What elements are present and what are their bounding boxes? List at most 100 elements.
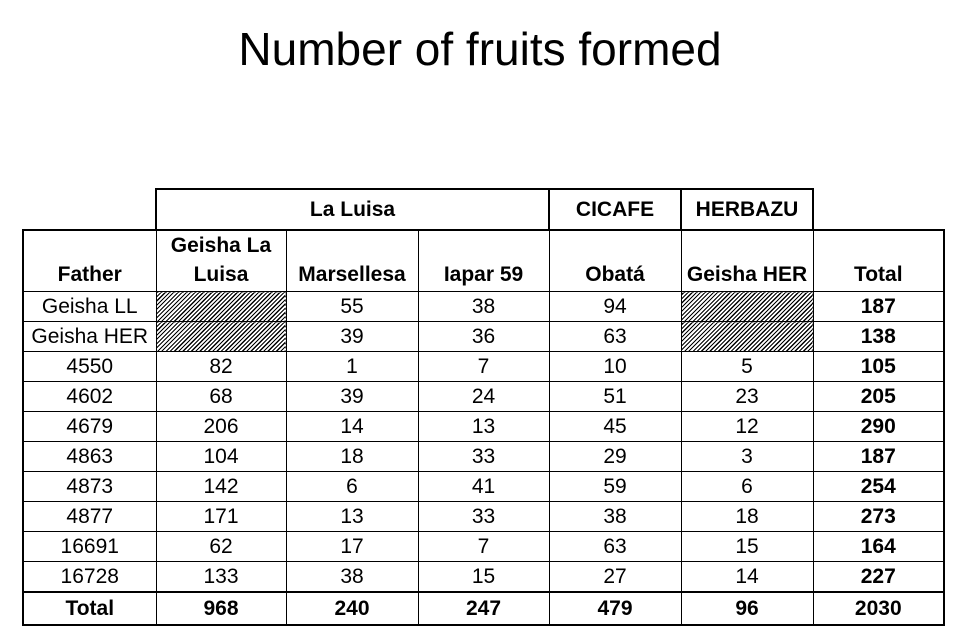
cell-father: 4873 bbox=[22, 471, 157, 502]
cell-total: 187 bbox=[812, 441, 946, 472]
cell-marsellesa: 55 bbox=[285, 291, 419, 322]
total-obata: 479 bbox=[548, 591, 682, 626]
total-label: Total bbox=[22, 591, 157, 626]
cell-total: 138 bbox=[812, 321, 946, 352]
cell-obata: 29 bbox=[548, 441, 682, 472]
cell-total: 254 bbox=[812, 471, 946, 502]
cell-geisha-her: 15 bbox=[680, 531, 814, 562]
cell-marsellesa: 17 bbox=[285, 531, 419, 562]
cell-father: 4679 bbox=[22, 411, 157, 442]
fruits-table: La Luisa CICAFE HERBAZU Father Geisha La… bbox=[22, 188, 946, 626]
cell-geisha-la-luisa-hatched bbox=[155, 291, 287, 322]
table-row: 16728 133 38 15 27 14 227 bbox=[22, 561, 946, 593]
cell-father: 4602 bbox=[22, 381, 157, 412]
cell-iapar-59: 15 bbox=[417, 561, 550, 593]
cell-geisha-la-luisa: 62 bbox=[155, 531, 287, 562]
group-la-luisa: La Luisa bbox=[154, 188, 551, 231]
cell-geisha-her: 14 bbox=[680, 561, 814, 593]
total-iapar-59: 247 bbox=[417, 591, 550, 626]
cell-obata: 38 bbox=[548, 501, 682, 532]
cell-iapar-59: 7 bbox=[417, 351, 550, 382]
cell-marsellesa: 38 bbox=[285, 561, 419, 593]
table-row: 4863 104 18 33 29 3 187 bbox=[22, 441, 946, 472]
cell-obata: 63 bbox=[548, 321, 682, 352]
cell-geisha-her: 18 bbox=[680, 501, 814, 532]
cell-geisha-la-luisa: 171 bbox=[155, 501, 287, 532]
cell-geisha-her-hatched bbox=[680, 321, 814, 352]
cell-total: 105 bbox=[812, 351, 946, 382]
cell-obata: 45 bbox=[548, 411, 682, 442]
cell-total: 273 bbox=[812, 501, 946, 532]
cell-marsellesa: 14 bbox=[285, 411, 419, 442]
total-geisha-la-luisa: 968 bbox=[155, 591, 287, 626]
cell-father: 4877 bbox=[22, 501, 157, 532]
cell-obata: 51 bbox=[548, 381, 682, 412]
column-header-row: Father Geisha La Luisa Marsellesa Iapar … bbox=[22, 229, 946, 292]
cell-iapar-59: 33 bbox=[417, 501, 550, 532]
cell-father: Geisha LL bbox=[22, 291, 157, 322]
cell-father: Geisha HER bbox=[22, 321, 157, 352]
table-row: 16691 62 17 7 63 15 164 bbox=[22, 531, 946, 562]
cell-iapar-59: 24 bbox=[417, 381, 550, 412]
cell-total: 290 bbox=[812, 411, 946, 442]
cell-geisha-la-luisa: 68 bbox=[155, 381, 287, 412]
cell-obata: 59 bbox=[548, 471, 682, 502]
cell-geisha-la-luisa: 82 bbox=[155, 351, 287, 382]
group-header-blank bbox=[23, 189, 156, 230]
header-geisha-her: Geisha HER bbox=[680, 229, 814, 292]
cell-geisha-her-hatched bbox=[680, 291, 814, 322]
total-total: 2030 bbox=[812, 591, 946, 626]
header-total: Total bbox=[812, 229, 946, 292]
cell-total: 227 bbox=[812, 561, 946, 593]
header-iapar-59: Iapar 59 bbox=[417, 229, 550, 292]
header-obata: Obatá bbox=[548, 229, 682, 292]
cell-total: 164 bbox=[812, 531, 946, 562]
cell-iapar-59: 41 bbox=[417, 471, 550, 502]
total-marsellesa: 240 bbox=[285, 591, 419, 626]
cell-iapar-59: 36 bbox=[417, 321, 550, 352]
cell-marsellesa: 18 bbox=[285, 441, 419, 472]
table-row: 4550 82 1 7 10 5 105 bbox=[22, 351, 946, 382]
group-herbazu: HERBAZU bbox=[680, 188, 815, 231]
table-row: Geisha HER 39 36 63 138 bbox=[22, 321, 946, 352]
group-header-row: La Luisa CICAFE HERBAZU bbox=[23, 188, 944, 231]
cell-father: 16728 bbox=[22, 561, 157, 593]
total-geisha-her: 96 bbox=[680, 591, 814, 626]
cell-iapar-59: 38 bbox=[417, 291, 550, 322]
cell-total: 187 bbox=[812, 291, 946, 322]
cell-marsellesa: 39 bbox=[285, 381, 419, 412]
cell-obata: 27 bbox=[548, 561, 682, 593]
cell-geisha-la-luisa: 133 bbox=[155, 561, 287, 593]
header-father: Father bbox=[22, 229, 157, 292]
group-cicafe: CICAFE bbox=[548, 188, 683, 231]
header-geisha-la-luisa: Geisha La Luisa bbox=[155, 229, 287, 292]
cell-geisha-her: 23 bbox=[680, 381, 814, 412]
cell-marsellesa: 13 bbox=[285, 501, 419, 532]
cell-geisha-her: 5 bbox=[680, 351, 814, 382]
table-row: Geisha LL 55 38 94 187 bbox=[22, 291, 946, 322]
cell-marsellesa: 39 bbox=[285, 321, 419, 352]
total-row: Total 968 240 247 479 96 2030 bbox=[22, 591, 946, 626]
cell-geisha-her: 12 bbox=[680, 411, 814, 442]
cell-geisha-la-luisa-hatched bbox=[155, 321, 287, 352]
table-row: 4873 142 6 41 59 6 254 bbox=[22, 471, 946, 502]
cell-iapar-59: 7 bbox=[417, 531, 550, 562]
cell-total: 205 bbox=[812, 381, 946, 412]
cell-marsellesa: 1 bbox=[285, 351, 419, 382]
table-row: 4679 206 14 13 45 12 290 bbox=[22, 411, 946, 442]
cell-geisha-la-luisa: 104 bbox=[155, 441, 287, 472]
cell-obata: 94 bbox=[548, 291, 682, 322]
cell-geisha-her: 6 bbox=[680, 471, 814, 502]
header-marsellesa: Marsellesa bbox=[285, 229, 419, 292]
cell-father: 4550 bbox=[22, 351, 157, 382]
cell-geisha-la-luisa: 142 bbox=[155, 471, 287, 502]
table-row: 4602 68 39 24 51 23 205 bbox=[22, 381, 946, 412]
cell-father: 4863 bbox=[22, 441, 157, 472]
cell-geisha-her: 3 bbox=[680, 441, 814, 472]
cell-obata: 10 bbox=[548, 351, 682, 382]
cell-geisha-la-luisa: 206 bbox=[155, 411, 287, 442]
cell-father: 16691 bbox=[22, 531, 157, 562]
cell-marsellesa: 6 bbox=[285, 471, 419, 502]
cell-obata: 63 bbox=[548, 531, 682, 562]
page-title: Number of fruits formed bbox=[238, 23, 722, 75]
